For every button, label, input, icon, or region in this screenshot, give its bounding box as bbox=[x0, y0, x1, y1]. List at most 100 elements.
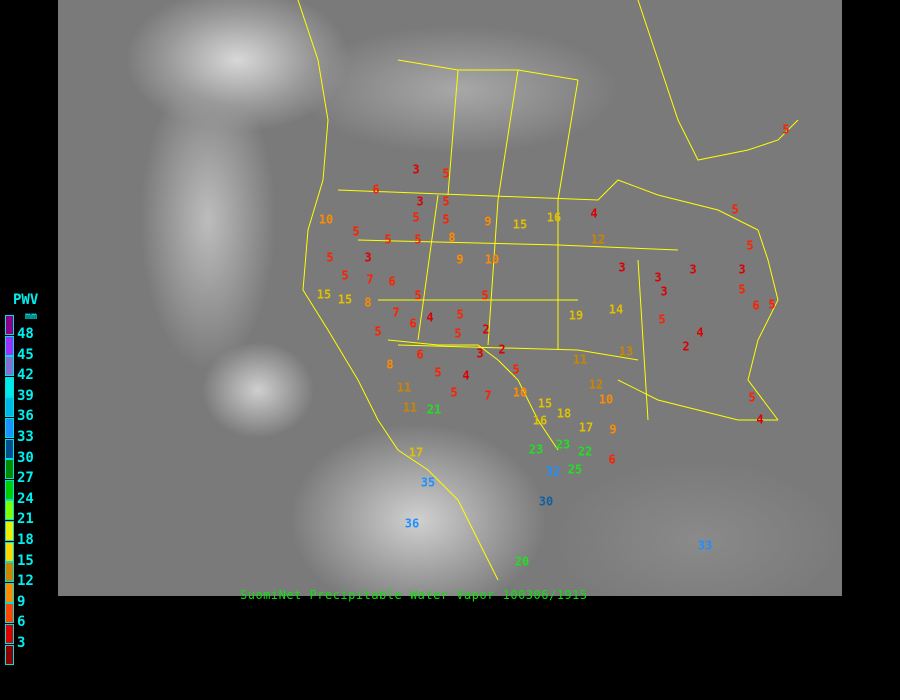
legend-swatch bbox=[5, 459, 14, 480]
station-pwv-value: 23 bbox=[528, 442, 544, 457]
legend-swatch bbox=[5, 397, 14, 418]
station-pwv-value: 10 bbox=[512, 385, 528, 400]
station-pwv-value: 3 bbox=[476, 346, 484, 361]
station-pwv-value: 11 bbox=[402, 400, 418, 415]
legend-swatch bbox=[5, 356, 14, 377]
station-pwv-value: 12 bbox=[588, 377, 604, 392]
station-pwv-value: 33 bbox=[697, 538, 713, 553]
station-pwv-value: 6 bbox=[409, 316, 417, 331]
station-pwv-value: 5 bbox=[434, 365, 442, 380]
station-pwv-value: 3 bbox=[738, 262, 746, 277]
station-pwv-value: 35 bbox=[420, 475, 436, 490]
station-pwv-value: 21 bbox=[426, 402, 442, 417]
legend-swatch bbox=[5, 418, 14, 438]
station-pwv-value: 3 bbox=[412, 162, 420, 177]
legend-label: 9 bbox=[17, 593, 26, 610]
legend-label: 6 bbox=[17, 614, 26, 631]
station-pwv-value: 5 bbox=[326, 250, 334, 265]
station-pwv-value: 5 bbox=[442, 166, 450, 181]
station-pwv-value: 2 bbox=[482, 322, 490, 337]
station-pwv-value: 5 bbox=[658, 312, 666, 327]
station-pwv-value: 23 bbox=[555, 437, 571, 452]
station-pwv-value: 9 bbox=[609, 422, 617, 437]
station-pwv-value: 7 bbox=[484, 388, 492, 403]
legend-label: 12 bbox=[17, 573, 34, 590]
station-pwv-value: 6 bbox=[752, 298, 760, 313]
station-pwv-value: 5 bbox=[442, 194, 450, 209]
station-pwv-value: 10 bbox=[484, 252, 500, 267]
legend-swatch bbox=[5, 315, 14, 335]
station-pwv-value: 11 bbox=[396, 380, 412, 395]
political-borders bbox=[297, 0, 799, 581]
station-pwv-value: 6 bbox=[608, 452, 616, 467]
station-pwv-value: 6 bbox=[416, 347, 424, 362]
station-pwv-value: 14 bbox=[608, 302, 624, 317]
station-pwv-value: 5 bbox=[412, 210, 420, 225]
station-pwv-value: 3 bbox=[654, 270, 662, 285]
legend-swatch bbox=[5, 376, 14, 397]
station-pwv-value: 4 bbox=[426, 310, 434, 325]
station-pwv-value: 5 bbox=[738, 282, 746, 297]
satellite-map[interactable] bbox=[58, 0, 842, 596]
station-pwv-value: 30 bbox=[538, 494, 554, 509]
station-pwv-value: 3 bbox=[416, 194, 424, 209]
station-pwv-value: 3 bbox=[689, 262, 697, 277]
station-pwv-value: 8 bbox=[364, 295, 372, 310]
legend-label: 39 bbox=[17, 387, 34, 404]
station-pwv-value: 5 bbox=[746, 238, 754, 253]
station-pwv-value: 10 bbox=[318, 212, 334, 227]
station-pwv-value: 2 bbox=[498, 342, 506, 357]
station-pwv-value: 10 bbox=[598, 392, 614, 407]
station-pwv-value: 5 bbox=[414, 288, 422, 303]
legend-label: 15 bbox=[17, 552, 34, 569]
legend-label: 30 bbox=[17, 449, 34, 466]
station-pwv-value: 13 bbox=[618, 344, 634, 359]
legend-swatch bbox=[5, 582, 14, 603]
station-pwv-value: 22 bbox=[577, 444, 593, 459]
station-pwv-value: 3 bbox=[364, 250, 372, 265]
station-pwv-value: 19 bbox=[568, 308, 584, 323]
station-pwv-value: 9 bbox=[456, 252, 464, 267]
station-pwv-value: 3 bbox=[618, 260, 626, 275]
station-pwv-value: 16 bbox=[546, 210, 562, 225]
station-pwv-value: 4 bbox=[756, 412, 764, 427]
legend-label: 3 bbox=[17, 635, 26, 651]
station-pwv-value: 5 bbox=[731, 202, 739, 217]
legend-label: 21 bbox=[17, 511, 34, 528]
station-pwv-value: 5 bbox=[374, 324, 382, 339]
station-pwv-value: 11 bbox=[572, 352, 588, 367]
station-pwv-value: 6 bbox=[388, 274, 396, 289]
station-pwv-value: 20 bbox=[514, 554, 530, 569]
legend-swatch bbox=[5, 562, 14, 583]
legend-label: 33 bbox=[17, 429, 34, 445]
station-pwv-value: 2 bbox=[682, 339, 690, 354]
station-pwv-value: 17 bbox=[578, 420, 594, 435]
station-pwv-value: 7 bbox=[366, 272, 374, 287]
legend-swatch bbox=[5, 438, 14, 459]
legend-label: 18 bbox=[17, 532, 34, 548]
station-pwv-value: 5 bbox=[481, 288, 489, 303]
station-pwv-value: 4 bbox=[462, 368, 470, 383]
station-pwv-value: 3 bbox=[660, 284, 668, 299]
legend-label: 36 bbox=[17, 408, 34, 425]
station-pwv-value: 5 bbox=[384, 232, 392, 247]
legend-title: PWV bbox=[13, 292, 39, 308]
legend-label: 45 bbox=[17, 346, 34, 363]
station-pwv-value: 9 bbox=[484, 214, 492, 229]
station-pwv-value: 5 bbox=[456, 307, 464, 322]
legend-swatch bbox=[5, 479, 14, 500]
legend-swatch bbox=[5, 541, 14, 562]
station-pwv-value: 15 bbox=[512, 217, 528, 232]
station-pwv-value: 12 bbox=[590, 232, 606, 247]
station-pwv-value: 15 bbox=[537, 396, 553, 411]
legend-unit: mm bbox=[25, 311, 38, 322]
map-caption: SuomiNet Precipitable Water Vapor 100306… bbox=[240, 588, 588, 602]
station-pwv-value: 32 bbox=[545, 464, 561, 479]
legend-swatch bbox=[5, 335, 14, 356]
station-pwv-value: 8 bbox=[386, 357, 394, 372]
station-pwv-value: 15 bbox=[316, 287, 332, 302]
legend-swatch bbox=[5, 644, 14, 665]
station-pwv-value: 7 bbox=[392, 305, 400, 320]
station-pwv-value: 5 bbox=[352, 224, 360, 239]
legend-swatch bbox=[5, 624, 14, 644]
